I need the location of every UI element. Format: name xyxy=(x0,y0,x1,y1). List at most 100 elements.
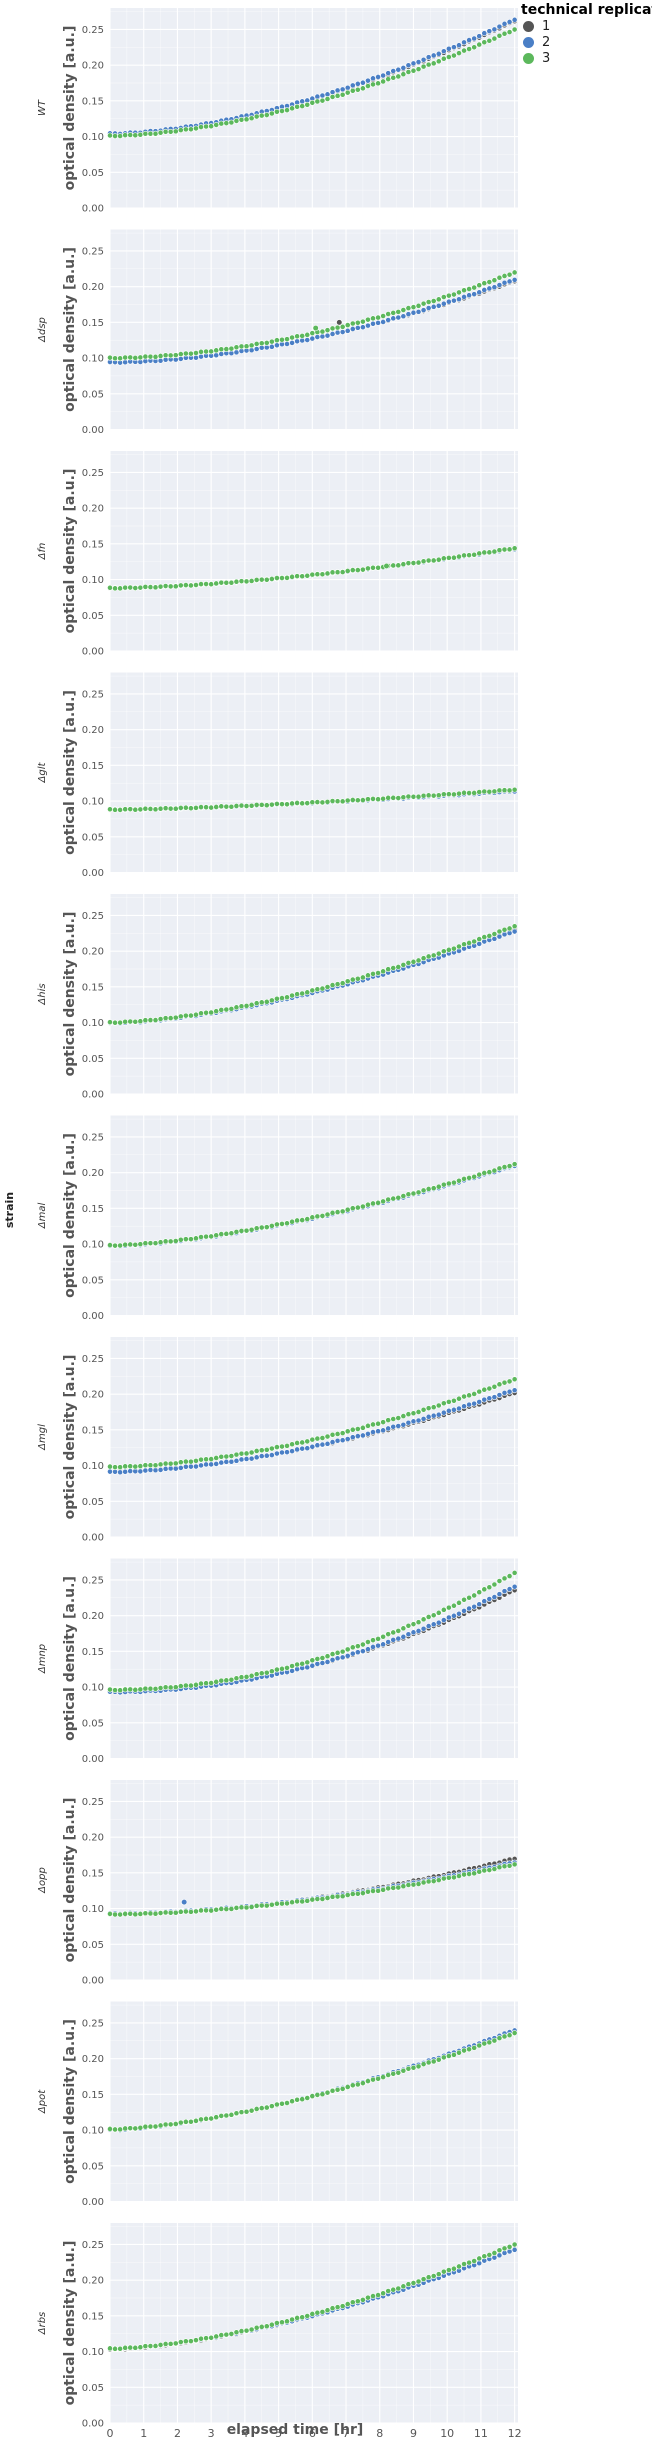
data-point xyxy=(319,1441,326,1448)
data-point xyxy=(167,2340,174,2347)
data-point xyxy=(390,74,397,81)
data-point xyxy=(223,1230,230,1237)
data-point xyxy=(152,1462,159,1469)
data-point xyxy=(137,1911,144,1917)
y-tick-label: 0.10 xyxy=(82,1018,104,1029)
data-point xyxy=(289,1218,295,1225)
data-point xyxy=(461,294,467,300)
data-point xyxy=(142,1017,149,1024)
y-tick-label: 0.20 xyxy=(82,1390,104,1401)
data-point xyxy=(451,2265,457,2272)
data-point xyxy=(486,37,493,44)
data-point xyxy=(425,1186,432,1192)
data-point xyxy=(319,1655,326,1661)
data-point xyxy=(344,1892,351,1898)
data-point xyxy=(339,1654,346,1661)
x-tick-label: 8 xyxy=(376,2427,383,2440)
data-point xyxy=(107,1242,113,1249)
data-point xyxy=(390,68,397,74)
data-point xyxy=(218,1906,225,1912)
data-point xyxy=(157,1910,164,1916)
data-point xyxy=(476,33,483,40)
data-point xyxy=(203,1009,209,1016)
data-point xyxy=(142,2123,149,2130)
data-point xyxy=(385,76,392,83)
data-point xyxy=(248,347,255,354)
data-point xyxy=(309,330,316,337)
data-point xyxy=(501,1379,508,1386)
data-point xyxy=(420,1616,427,1623)
data-point xyxy=(117,133,124,139)
data-point xyxy=(309,987,316,994)
data-point xyxy=(476,1171,483,1178)
data-point xyxy=(410,1881,417,1888)
data-point xyxy=(289,340,295,346)
data-point xyxy=(258,1902,265,1909)
data-point xyxy=(294,103,301,110)
data-point xyxy=(162,2341,169,2347)
data-point xyxy=(127,2344,134,2351)
data-point xyxy=(147,1910,154,1917)
data-point xyxy=(152,353,159,360)
data-point xyxy=(415,308,422,315)
data-point xyxy=(324,2307,331,2314)
data-point xyxy=(172,128,179,135)
data-point xyxy=(354,797,361,804)
data-point xyxy=(354,1890,361,1897)
data-point xyxy=(117,1687,124,1694)
data-point xyxy=(380,313,387,319)
data-point xyxy=(501,1389,508,1396)
data-point xyxy=(177,351,184,357)
data-point xyxy=(198,1010,204,1017)
data-point xyxy=(496,274,503,281)
data-point xyxy=(228,1676,235,1683)
data-point xyxy=(274,1666,280,1673)
data-point xyxy=(336,319,343,326)
data-point xyxy=(284,801,290,808)
data-point xyxy=(375,1887,381,1894)
data-point xyxy=(496,787,503,794)
data-point xyxy=(213,347,220,354)
data-point xyxy=(117,355,124,362)
data-point xyxy=(284,1449,290,1456)
panel-2: 0.00 0.05 0.10 0.15 0.20 0.25 optical density … xyxy=(37,229,518,436)
data-point xyxy=(380,1886,387,1893)
data-point xyxy=(294,333,301,340)
data-point xyxy=(193,1463,199,1470)
data-point xyxy=(132,1241,139,1248)
data-point xyxy=(451,945,457,952)
data-point xyxy=(248,115,255,122)
data-point xyxy=(385,317,392,323)
data-point xyxy=(400,1413,407,1420)
data-point xyxy=(289,334,295,341)
data-point xyxy=(491,2037,498,2044)
data-point xyxy=(107,2126,113,2132)
data-point xyxy=(430,52,437,59)
data-point xyxy=(294,1898,301,1905)
panel-1: 0.00 0.05 0.10 0.15 0.20 0.25 optical density … xyxy=(37,8,518,215)
data-point xyxy=(461,1175,467,1182)
data-point xyxy=(198,124,204,130)
data-point xyxy=(486,279,493,285)
data-point xyxy=(405,1631,412,1638)
data-point xyxy=(228,579,235,586)
data-point xyxy=(430,1612,437,1619)
data-point xyxy=(511,2241,518,2248)
data-point xyxy=(228,1453,235,1459)
legend-label-3: 3 xyxy=(542,50,551,66)
data-point xyxy=(147,1685,154,1692)
data-point xyxy=(258,2323,265,2330)
data-point xyxy=(425,953,432,960)
data-point xyxy=(213,2114,220,2121)
data-point xyxy=(167,352,174,359)
data-point xyxy=(390,794,397,801)
data-point xyxy=(354,324,361,331)
strain-label: Δmnp xyxy=(37,1644,48,1674)
data-point xyxy=(329,982,336,988)
data-point xyxy=(284,1220,290,1227)
data-point xyxy=(188,1012,194,1019)
data-point xyxy=(486,1596,493,1602)
data-point xyxy=(359,1203,366,1210)
legend-title: technical replicate xyxy=(521,2,652,18)
data-point xyxy=(511,1161,518,1168)
